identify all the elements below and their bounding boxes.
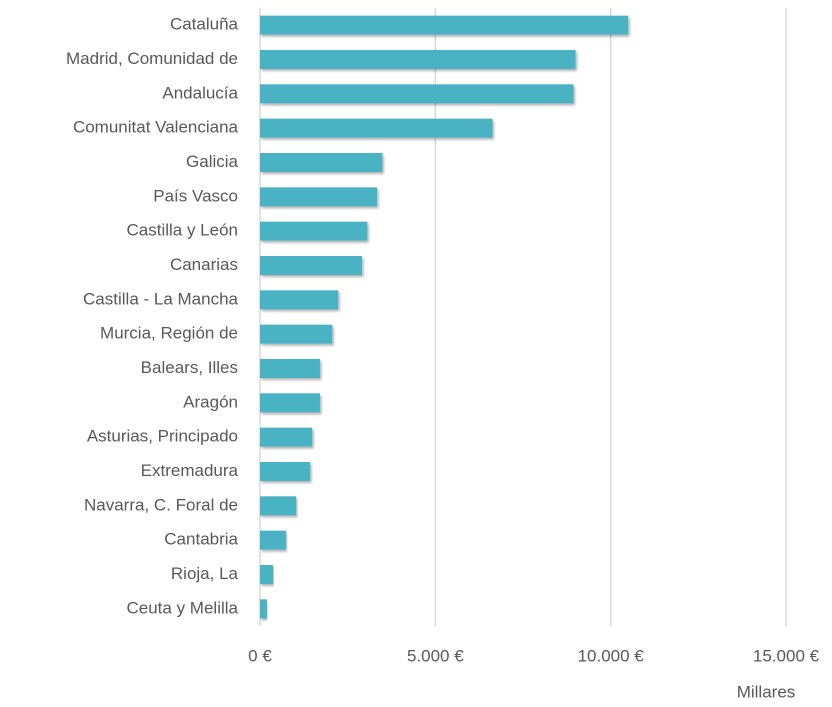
- y-tick-label: Cataluña: [170, 15, 239, 34]
- bar: [260, 530, 286, 550]
- y-tick-label: Canarias: [170, 255, 238, 274]
- y-tick-label: Extremadura: [141, 461, 239, 480]
- y-tick-label: Ceuta y Melilla: [127, 598, 239, 617]
- y-tick-label: Navarra, C. Foral de: [84, 495, 238, 514]
- bar: [260, 427, 313, 447]
- bar: [260, 565, 273, 584]
- x-tick-label: 5.000 €: [407, 646, 464, 665]
- bar: [260, 221, 368, 241]
- y-tick-label: Galicia: [186, 152, 239, 171]
- y-tick-label: Cantabria: [164, 530, 238, 549]
- bar: [260, 393, 320, 413]
- y-tick-label: Aragón: [183, 392, 238, 411]
- bar: [260, 359, 320, 378]
- x-tick-label: 15.000 €: [753, 646, 820, 665]
- bar: [260, 256, 363, 275]
- bar: [260, 496, 297, 516]
- x-tick-label: 0 €: [248, 646, 272, 665]
- bar: [260, 324, 333, 344]
- y-tick-label: Madrid, Comunidad de: [66, 49, 238, 68]
- y-tick-label: Rioja, La: [171, 564, 239, 583]
- bar: [260, 84, 574, 104]
- x-axis-label: Millares: [737, 682, 796, 701]
- bar: [260, 599, 268, 619]
- bar: [260, 118, 493, 138]
- y-tick-label: Andalucía: [162, 83, 238, 102]
- bar: [260, 153, 383, 172]
- y-tick-label: Comunitat Valenciana: [73, 118, 239, 137]
- y-tick-label: Castilla y León: [126, 221, 238, 240]
- y-tick-label: Asturias, Principado: [87, 427, 238, 446]
- y-tick-label: Balears, Illes: [141, 358, 238, 377]
- x-tick-label: 10.000 €: [578, 646, 645, 665]
- bar: [260, 462, 311, 481]
- bar: [260, 15, 629, 35]
- y-tick-label: Murcia, Región de: [100, 324, 238, 343]
- bar: [260, 290, 339, 310]
- bar: [260, 187, 378, 207]
- bar: [260, 50, 576, 69]
- y-tick-label: País Vasco: [153, 186, 238, 205]
- y-tick-label: Castilla - La Mancha: [83, 289, 239, 308]
